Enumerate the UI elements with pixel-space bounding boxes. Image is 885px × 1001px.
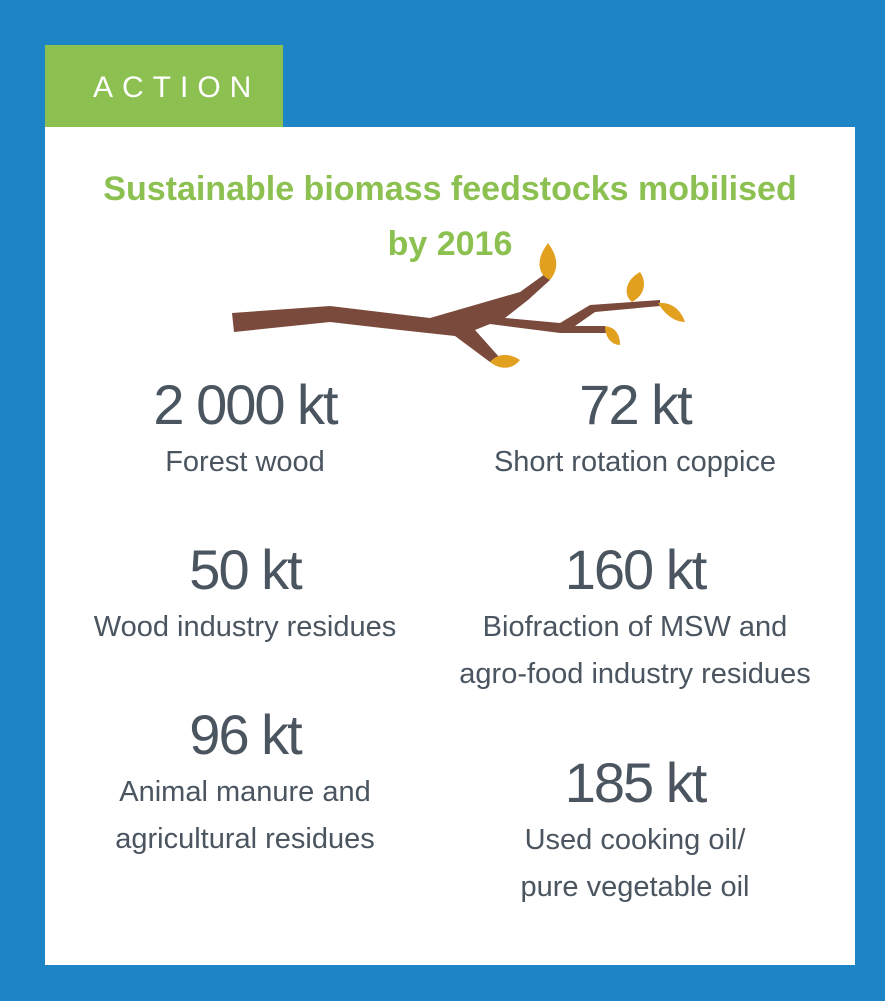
leaf xyxy=(658,303,685,322)
stat-value: 50 kt xyxy=(35,537,455,602)
branch-shape xyxy=(232,274,660,362)
leaf xyxy=(605,326,620,345)
stat-value: 96 kt xyxy=(35,702,455,767)
title-line: Sustainable biomass feedstocks mobilised xyxy=(45,170,855,209)
stat-value: 160 kt xyxy=(425,537,845,602)
stat-label: pure vegetable oil xyxy=(425,871,845,904)
stat-value: 2 000 kt xyxy=(35,372,455,437)
page: ACTION Sustainable biomass feedstocks mo… xyxy=(0,0,885,1001)
leaf xyxy=(627,272,644,302)
stat-label: Forest wood xyxy=(35,446,455,479)
stat-label: Animal manure and xyxy=(35,776,455,809)
stat-label: agro-food industry residues xyxy=(425,658,845,691)
stat-value: 185 kt xyxy=(425,750,845,815)
stat-label: agricultural residues xyxy=(35,823,455,856)
title-line: by 2016 xyxy=(45,225,855,264)
stat-label: Short rotation coppice xyxy=(425,446,845,479)
stat-label: Used cooking oil/ xyxy=(425,824,845,857)
stat-value: 72 kt xyxy=(425,372,845,437)
stat-label: Wood industry residues xyxy=(35,611,455,644)
stat-label: Biofraction of MSW and xyxy=(425,611,845,644)
